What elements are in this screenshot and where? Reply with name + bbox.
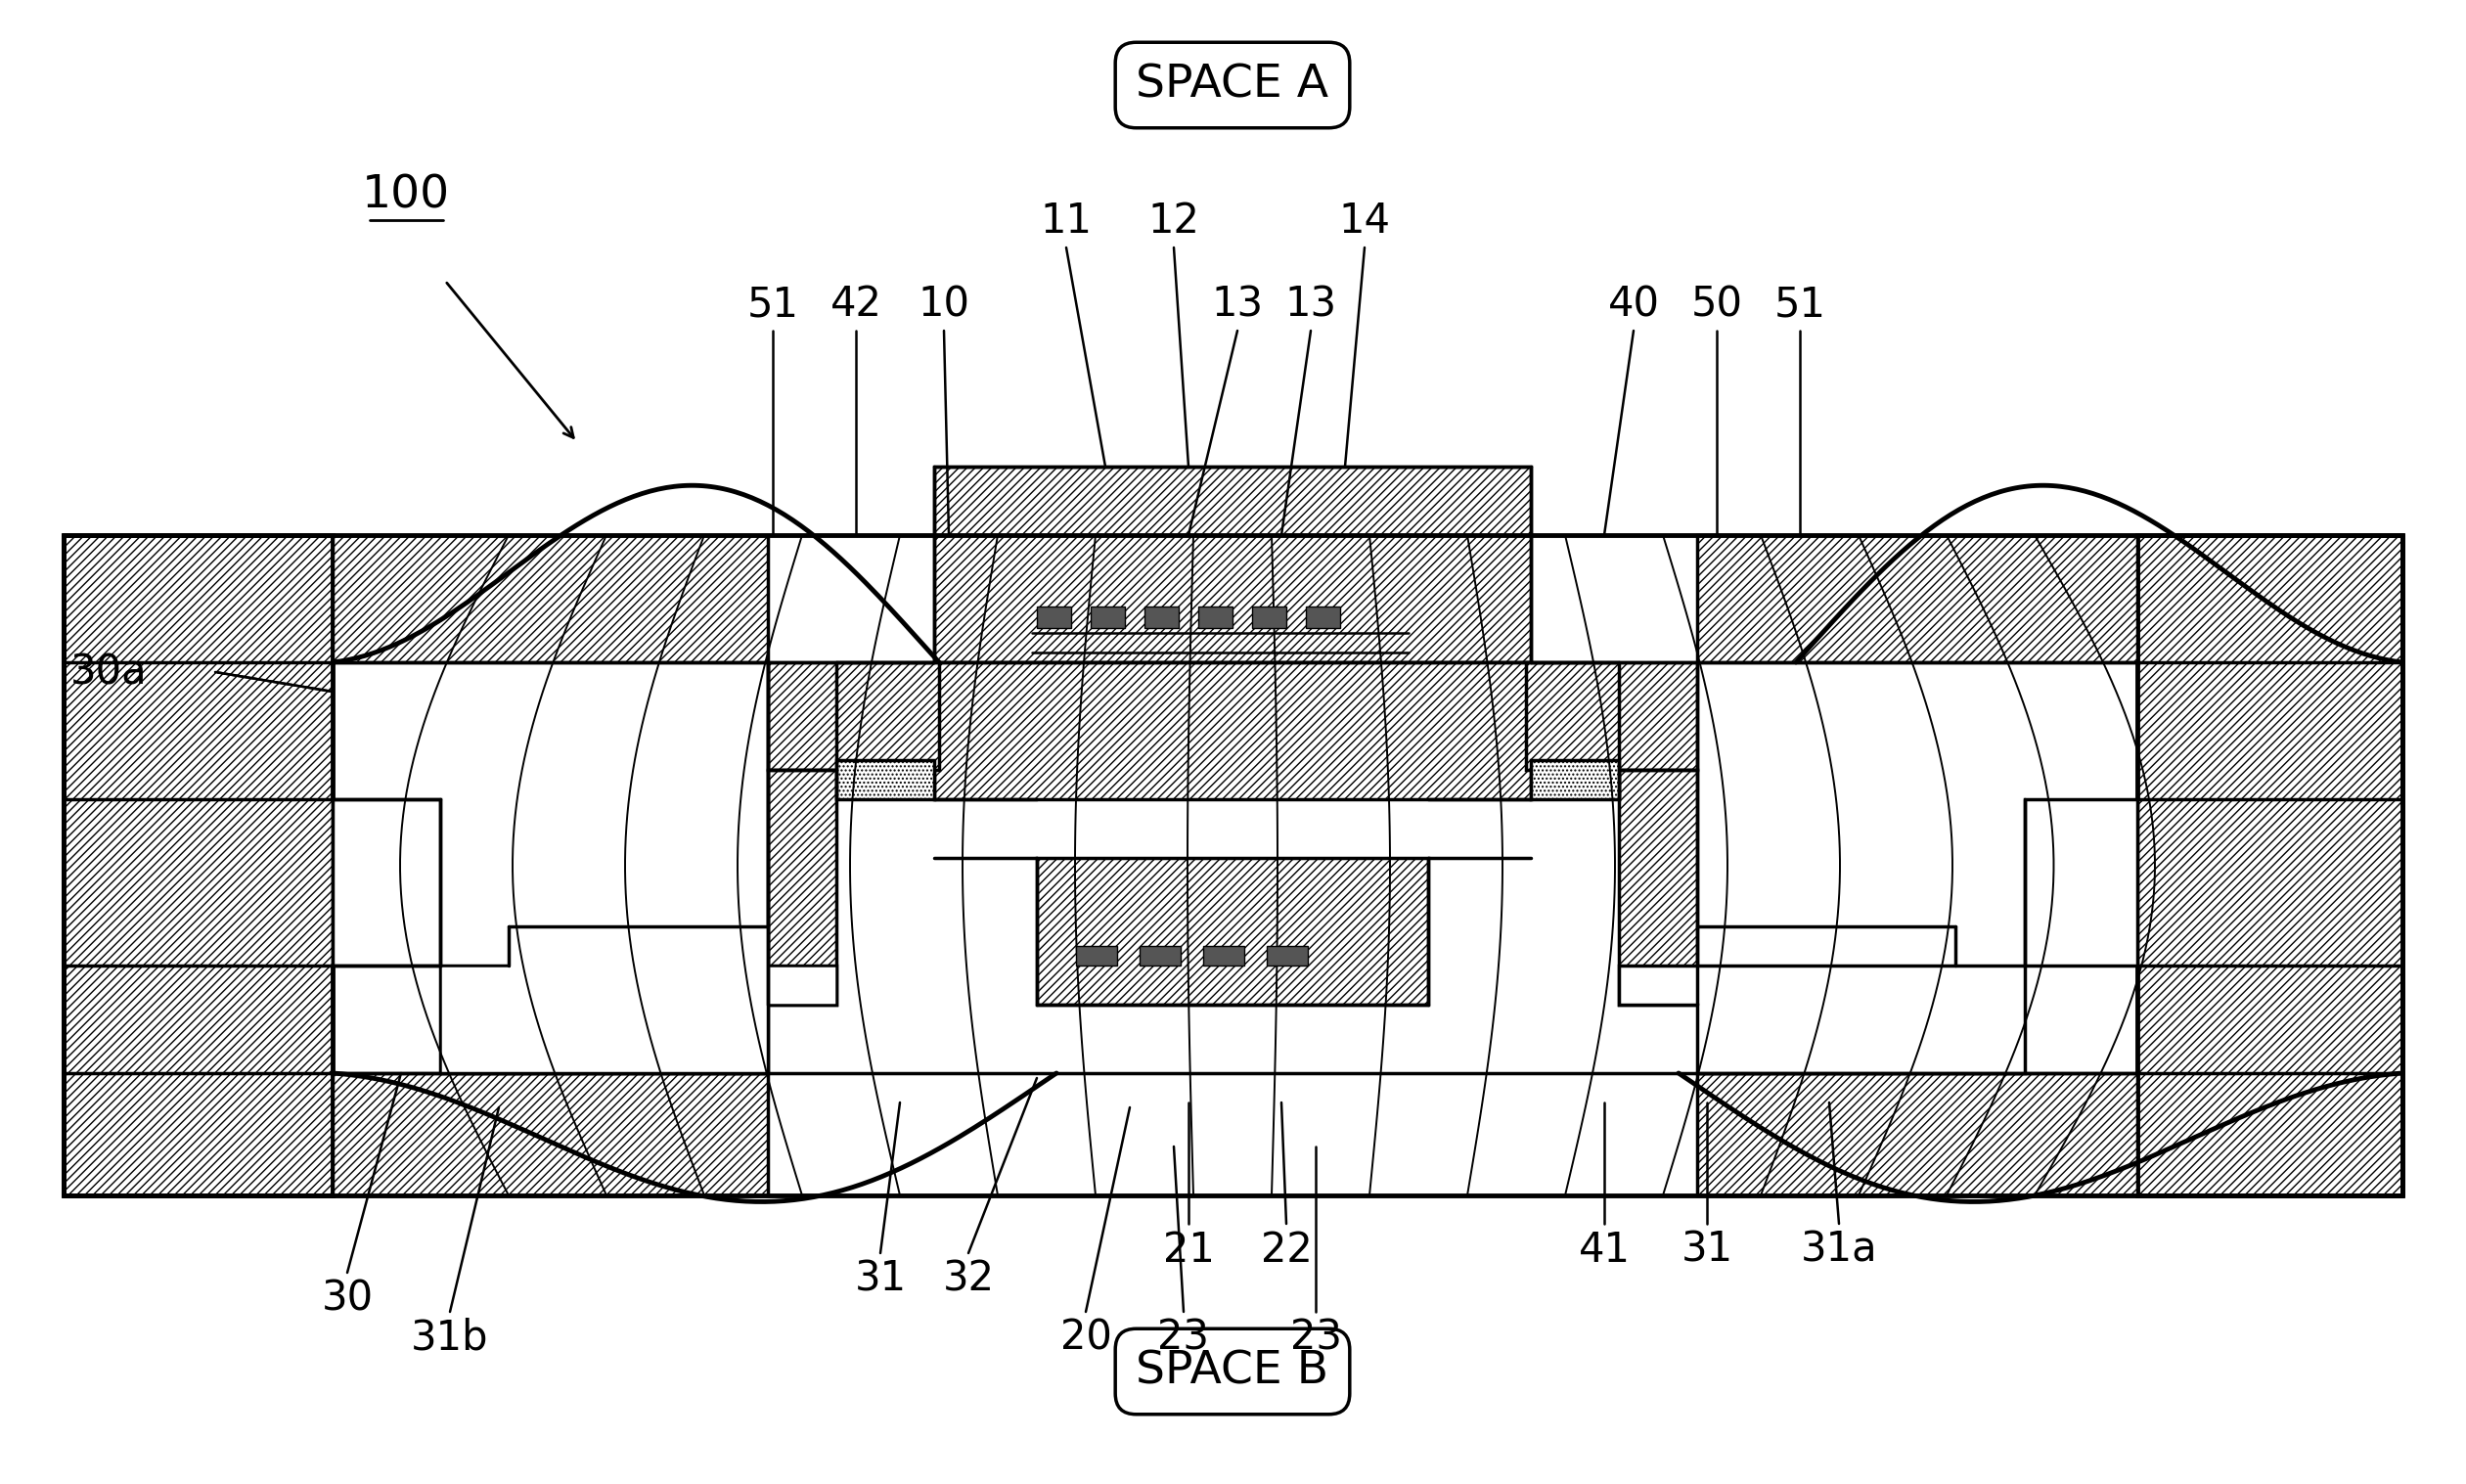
Text: 23: 23 [1157, 1318, 1208, 1359]
Polygon shape [1697, 1073, 2138, 1196]
Polygon shape [2138, 800, 2402, 966]
Bar [1203, 945, 1245, 966]
Bar [1036, 607, 1070, 628]
Polygon shape [767, 662, 940, 770]
Bar [1198, 607, 1233, 628]
Polygon shape [64, 536, 2402, 1196]
Polygon shape [64, 536, 333, 1196]
Bar [1144, 607, 1179, 628]
Polygon shape [836, 760, 935, 800]
Text: 11: 11 [1041, 200, 1092, 242]
Text: 10: 10 [917, 283, 969, 325]
Polygon shape [2138, 536, 2402, 1196]
Text: 31: 31 [1682, 1230, 1734, 1270]
Polygon shape [333, 800, 441, 966]
Text: 12: 12 [1149, 200, 1198, 242]
Polygon shape [64, 800, 333, 966]
Polygon shape [441, 966, 836, 1073]
Bar [1139, 945, 1181, 966]
Bar [1090, 607, 1124, 628]
Polygon shape [1526, 662, 1697, 770]
Polygon shape [333, 1073, 767, 1196]
Text: 32: 32 [942, 1258, 994, 1300]
Bar [1253, 607, 1287, 628]
Bar [1268, 945, 1307, 966]
Text: 41: 41 [1578, 1230, 1630, 1270]
Polygon shape [935, 662, 1531, 800]
Polygon shape [1618, 966, 2025, 1073]
Polygon shape [935, 466, 1531, 662]
Text: 21: 21 [1161, 1230, 1213, 1270]
Text: 51: 51 [1773, 283, 1825, 325]
Text: 31: 31 [853, 1258, 907, 1300]
Text: 50: 50 [1692, 283, 1743, 325]
Text: 40: 40 [1608, 283, 1660, 325]
Text: 30a: 30a [72, 651, 148, 693]
Text: SPACE A: SPACE A [1137, 64, 1329, 107]
Text: 13: 13 [1211, 283, 1263, 325]
Bar [1307, 607, 1339, 628]
Bar [1075, 945, 1117, 966]
Polygon shape [2025, 800, 2138, 966]
Text: 42: 42 [831, 283, 883, 325]
Text: 20: 20 [1060, 1318, 1112, 1359]
Text: 31a: 31a [1800, 1230, 1877, 1270]
Text: 23: 23 [1290, 1318, 1342, 1359]
Polygon shape [333, 536, 767, 662]
Polygon shape [1036, 858, 1428, 1005]
Text: 100: 100 [363, 174, 449, 217]
Polygon shape [441, 926, 836, 1073]
Polygon shape [1697, 536, 2138, 662]
Text: 51: 51 [747, 283, 799, 325]
Text: 31b: 31b [412, 1318, 488, 1359]
Text: 30: 30 [321, 1279, 372, 1319]
Text: 14: 14 [1339, 200, 1391, 242]
Text: SPACE B: SPACE B [1137, 1349, 1329, 1393]
Polygon shape [1618, 770, 1697, 1005]
Text: 13: 13 [1285, 283, 1337, 325]
Polygon shape [767, 770, 836, 1005]
Polygon shape [1531, 760, 1618, 800]
Text: 22: 22 [1260, 1230, 1312, 1270]
